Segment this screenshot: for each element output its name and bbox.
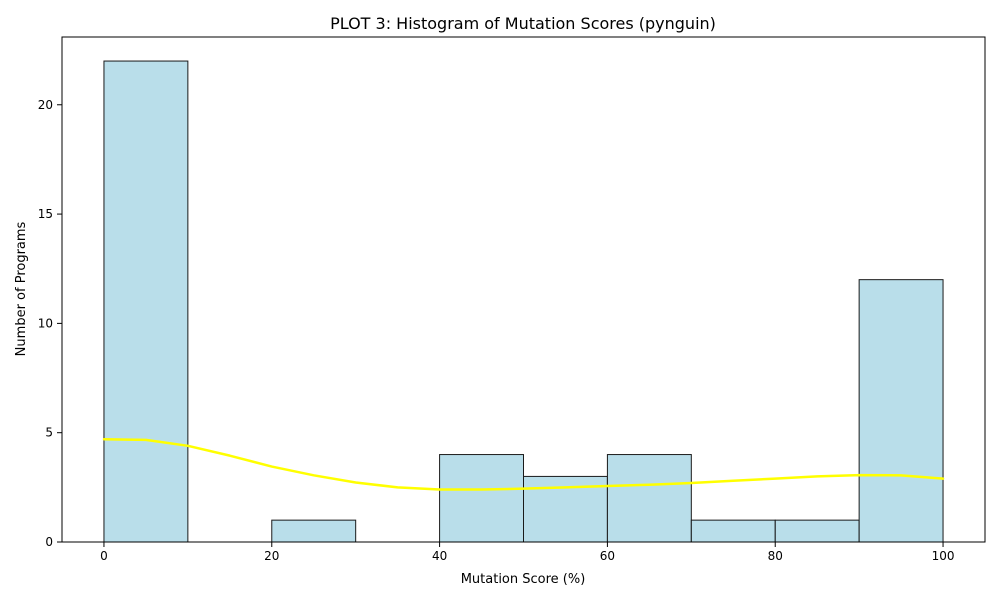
histogram-bar-2 xyxy=(271,519,357,543)
plot-frame xyxy=(61,36,986,543)
y-tick-label-5: 5 xyxy=(45,426,53,440)
kde-group xyxy=(102,438,945,491)
histogram-bar-8 xyxy=(774,519,860,543)
kde-line xyxy=(102,438,945,491)
y-axis-ticks: 0 5 10 15 20 xyxy=(38,98,62,549)
x-tick-label-60: 60 xyxy=(600,549,615,563)
histogram-bar-4 xyxy=(439,454,524,543)
histogram-bar-7 xyxy=(690,519,776,543)
histogram-bar-0 xyxy=(103,60,189,543)
bars-group xyxy=(103,60,944,543)
histogram-bar-9 xyxy=(858,279,944,543)
x-axis-ticks: 0 20 40 60 80 100 xyxy=(100,542,954,563)
y-tick-label-15: 15 xyxy=(38,207,53,221)
y-tick-label-0: 0 xyxy=(45,535,53,549)
x-tick-label-80: 80 xyxy=(768,549,783,563)
y-tick-label-20: 20 xyxy=(38,98,53,112)
chart-title: PLOT 3: Histogram of Mutation Scores (py… xyxy=(330,14,716,33)
histogram-bar-6 xyxy=(606,454,692,543)
y-tick-label-10: 10 xyxy=(38,316,53,330)
x-tick-label-40: 40 xyxy=(432,549,447,563)
x-axis-label: Mutation Score (%) xyxy=(461,572,586,587)
x-tick-label-20: 20 xyxy=(264,549,279,563)
x-tick-label-0: 0 xyxy=(100,549,108,563)
y-axis-label: Number of Programs xyxy=(14,221,29,356)
x-tick-label-100: 100 xyxy=(932,549,955,563)
